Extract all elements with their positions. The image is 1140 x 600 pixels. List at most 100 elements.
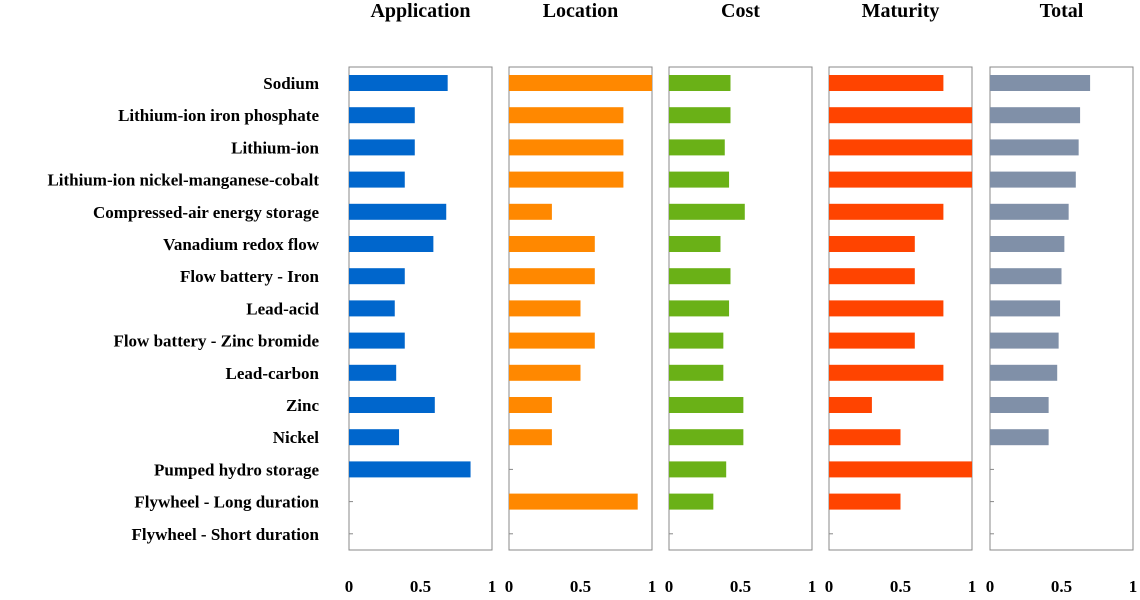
x-tick-label-location: 1 <box>648 577 657 596</box>
category-label-lithium-ion: Lithium-ion <box>231 138 319 157</box>
bar-application-flow-battery-zinc-bromide <box>349 332 405 349</box>
category-label-flywheel-short-duration: Flywheel - Short duration <box>132 525 320 544</box>
x-tick-label-location: 0 <box>505 577 514 596</box>
bar-application-flow-battery-iron <box>349 268 405 285</box>
bar-cost-lithium-ion-iron-phosphate <box>669 107 731 124</box>
bar-total-compressed-air-energy-storage <box>990 203 1069 220</box>
bar-maturity-lithium-ion <box>829 139 972 156</box>
category-label-sodium: Sodium <box>263 74 319 93</box>
bar-maturity-lead-carbon <box>829 364 944 381</box>
bar-maturity-sodium <box>829 75 944 91</box>
category-label-flywheel-long-duration: Flywheel - Long duration <box>134 493 319 512</box>
bar-application-lead-acid <box>349 300 395 317</box>
bar-cost-pumped-hydro-storage <box>669 461 727 478</box>
category-label-lithium-ion-iron-phosphate: Lithium-ion iron phosphate <box>118 106 319 125</box>
bar-location-lead-acid <box>509 300 581 317</box>
x-tick-label-total: 0.5 <box>1051 577 1072 596</box>
bar-total-zinc <box>990 397 1049 413</box>
bar-maturity-lead-acid <box>829 300 944 317</box>
bar-total-flow-battery-zinc-bromide <box>990 332 1059 349</box>
bar-cost-sodium <box>669 75 731 91</box>
x-tick-label-application: 1 <box>488 577 497 596</box>
bar-cost-lithium-ion <box>669 139 725 156</box>
bar-cost-lead-carbon <box>669 364 724 381</box>
bar-total-vanadium-redox-flow <box>990 236 1065 252</box>
bar-maturity-lithium-ion-iron-phosphate <box>829 107 972 124</box>
x-tick-label-maturity: 0.5 <box>890 577 911 596</box>
category-label-lead-acid: Lead-acid <box>246 299 319 318</box>
category-label-zinc: Zinc <box>286 396 320 415</box>
bar-cost-zinc <box>669 397 744 413</box>
bar-application-lithium-ion-iron-phosphate <box>349 107 415 124</box>
bar-location-flywheel-long-duration <box>509 493 638 510</box>
bar-application-vanadium-redox-flow <box>349 236 434 252</box>
bar-cost-lithium-ion-nickel-manganese-cobalt <box>669 171 730 188</box>
x-tick-label-maturity: 1 <box>968 577 977 596</box>
bar-maturity-flow-battery-iron <box>829 268 915 285</box>
panel-title-application: Application <box>370 0 470 22</box>
bar-location-lithium-ion <box>509 139 624 156</box>
bar-application-lead-carbon <box>349 364 397 381</box>
bar-application-nickel <box>349 429 400 446</box>
bar-cost-flywheel-long-duration <box>669 493 714 510</box>
category-label-vanadium-redox-flow: Vanadium redox flow <box>163 235 320 254</box>
bar-maturity-flywheel-long-duration <box>829 493 901 510</box>
x-tick-label-total: 1 <box>1129 577 1138 596</box>
x-tick-label-cost: 1 <box>808 577 817 596</box>
category-label-pumped-hydro-storage: Pumped hydro storage <box>154 460 319 479</box>
bar-location-vanadium-redox-flow <box>509 236 595 252</box>
panel-title-cost: Cost <box>721 0 760 22</box>
category-label-nickel: Nickel <box>273 428 320 447</box>
bar-total-sodium <box>990 75 1091 91</box>
bar-cost-vanadium-redox-flow <box>669 236 721 252</box>
x-tick-label-application: 0 <box>345 577 354 596</box>
bar-cost-flow-battery-zinc-bromide <box>669 332 724 349</box>
x-tick-label-total: 0 <box>986 577 995 596</box>
bar-maturity-compressed-air-energy-storage <box>829 203 944 220</box>
bar-location-flow-battery-zinc-bromide <box>509 332 595 349</box>
bar-total-lithium-ion-nickel-manganese-cobalt <box>990 171 1076 188</box>
bar-application-pumped-hydro-storage <box>349 461 471 478</box>
bar-total-lithium-ion <box>990 139 1079 156</box>
panel-title-maturity: Maturity <box>862 0 940 22</box>
bar-cost-flow-battery-iron <box>669 268 731 285</box>
bar-cost-compressed-air-energy-storage <box>669 203 745 220</box>
bar-location-lead-carbon <box>509 364 581 381</box>
bar-application-zinc <box>349 397 435 413</box>
bar-cost-nickel <box>669 429 744 446</box>
x-tick-label-cost: 0 <box>665 577 674 596</box>
bar-maturity-pumped-hydro-storage <box>829 461 972 478</box>
bar-location-zinc <box>509 397 552 413</box>
bar-application-lithium-ion <box>349 139 415 156</box>
bar-cost-lead-acid <box>669 300 730 317</box>
bar-maturity-zinc <box>829 397 872 413</box>
bar-maturity-lithium-ion-nickel-manganese-cobalt <box>829 171 972 188</box>
panel-title-total: Total <box>1040 0 1084 22</box>
bar-total-nickel <box>990 429 1049 446</box>
bar-location-compressed-air-energy-storage <box>509 203 552 220</box>
bar-location-nickel <box>509 429 552 446</box>
bar-maturity-vanadium-redox-flow <box>829 236 915 252</box>
panel-title-location: Location <box>543 0 619 22</box>
category-label-flow-battery-zinc-bromide: Flow battery - Zinc bromide <box>113 332 319 351</box>
category-label-flow-battery-iron: Flow battery - Iron <box>180 267 320 286</box>
x-tick-label-location: 0.5 <box>570 577 591 596</box>
bar-application-compressed-air-energy-storage <box>349 203 447 220</box>
bar-maturity-flow-battery-zinc-bromide <box>829 332 915 349</box>
category-label-lead-carbon: Lead-carbon <box>226 364 320 383</box>
bar-application-lithium-ion-nickel-manganese-cobalt <box>349 171 405 188</box>
bar-total-lithium-ion-iron-phosphate <box>990 107 1081 124</box>
x-tick-label-maturity: 0 <box>825 577 834 596</box>
bar-total-lead-carbon <box>990 364 1058 381</box>
bar-maturity-nickel <box>829 429 901 446</box>
category-label-lithium-ion-nickel-manganese-cobalt: Lithium-ion nickel-manganese-cobalt <box>47 171 319 190</box>
bar-location-lithium-ion-iron-phosphate <box>509 107 624 124</box>
bar-total-lead-acid <box>990 300 1061 317</box>
bar-application-sodium <box>349 75 448 91</box>
bar-total-flow-battery-iron <box>990 268 1062 285</box>
bar-location-sodium <box>509 75 652 91</box>
bar-location-flow-battery-iron <box>509 268 595 285</box>
x-tick-label-application: 0.5 <box>410 577 431 596</box>
bar-location-lithium-ion-nickel-manganese-cobalt <box>509 171 624 188</box>
